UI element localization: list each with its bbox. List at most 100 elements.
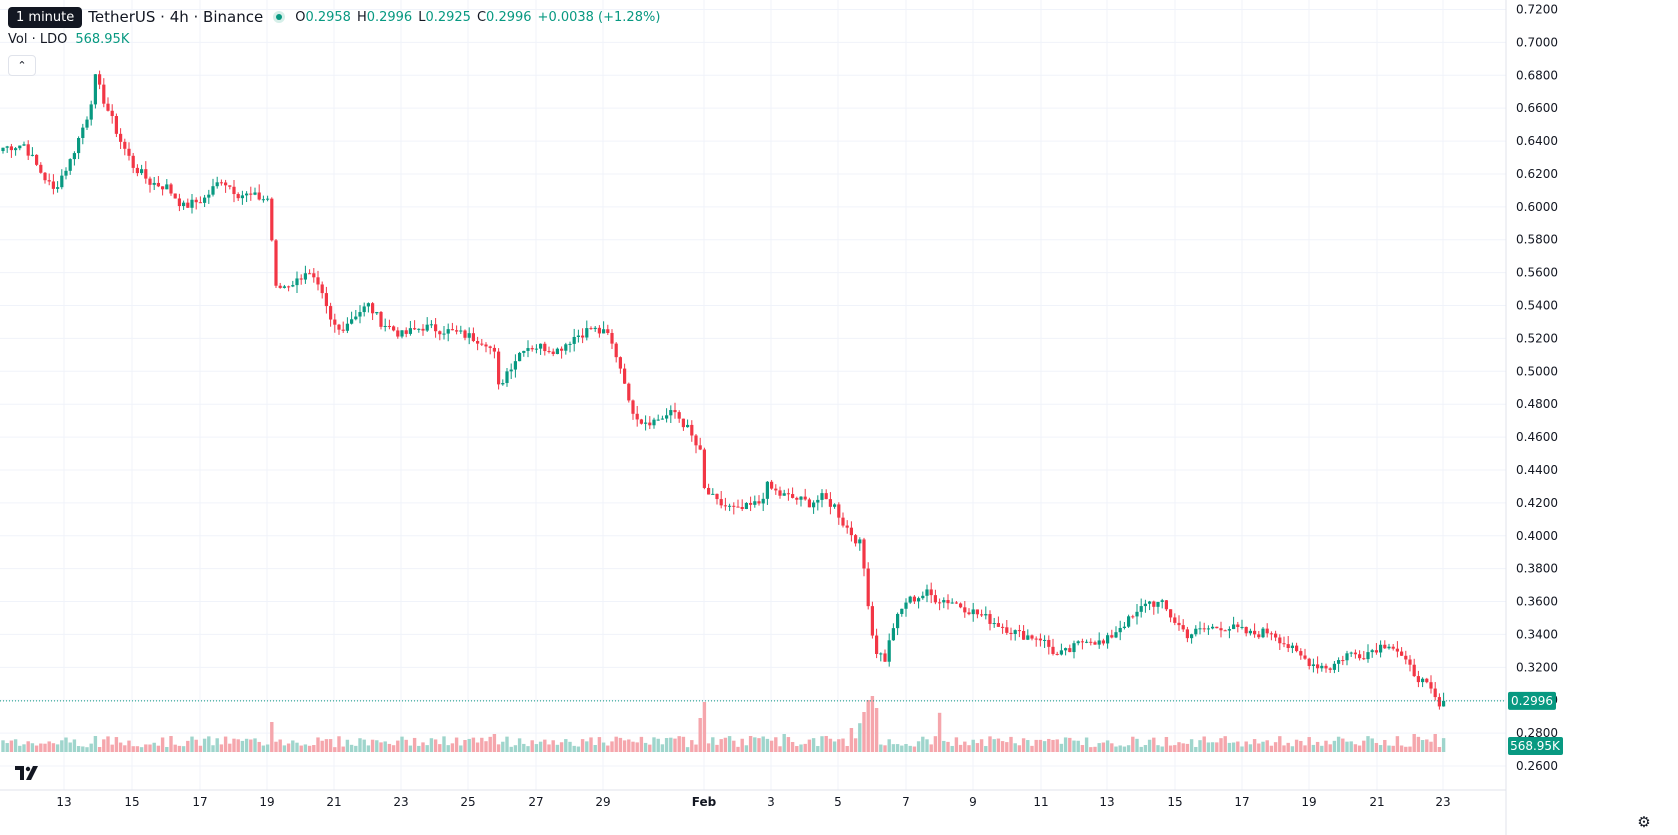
volume-bar [597, 737, 602, 752]
candle-body [732, 505, 736, 507]
candle-body [690, 424, 694, 436]
candle-body [1362, 658, 1366, 660]
candle-body [1299, 651, 1303, 656]
volume-bar [828, 738, 833, 752]
volume-bar [1223, 736, 1227, 752]
candle-body [387, 325, 391, 327]
candle-body [114, 116, 118, 134]
volume-bar [635, 742, 639, 752]
volume-bar [505, 736, 509, 752]
candle-body [1017, 630, 1021, 632]
candle-body [707, 487, 711, 495]
collapse-legend-button[interactable]: ⌃ [8, 55, 36, 76]
candle-body [320, 284, 324, 294]
candle-body [912, 596, 916, 602]
candle-body [211, 186, 215, 195]
volume-bar [64, 737, 68, 752]
tradingview-logo-icon[interactable] [14, 764, 46, 788]
candle-body [106, 103, 110, 111]
candle-body [891, 628, 895, 641]
candle-body [1164, 600, 1168, 610]
volume-bar [30, 743, 35, 752]
volume-bar [1307, 737, 1311, 752]
candle-body [350, 319, 354, 324]
candle-body [140, 169, 144, 174]
candle-body [967, 612, 971, 615]
volume-bar [383, 741, 387, 752]
symbol-title[interactable]: TetherUS · 4h · Binance [88, 8, 264, 26]
candle-body [1286, 644, 1290, 649]
candle-body [518, 352, 522, 362]
volume-label[interactable]: Vol · LDO [8, 32, 68, 47]
volume-bar [1341, 738, 1345, 752]
volume-bar [530, 740, 534, 752]
candle-body [240, 195, 244, 199]
candle-body [1156, 601, 1160, 607]
candle-body [303, 273, 307, 280]
candle-body [887, 640, 891, 662]
candle-body [921, 595, 925, 599]
candle-body [736, 506, 740, 508]
candle-body [1223, 630, 1227, 632]
price-axis[interactable]: 0.7200 0.7000 0.6800 0.6600 0.6400 0.6200 0.60… [1505, 0, 1563, 835]
candle-body [98, 74, 102, 85]
volume-bar [316, 737, 320, 752]
candle-body [1001, 626, 1005, 628]
candle-body [694, 435, 698, 446]
candle-body [551, 351, 555, 355]
volume-bar [1005, 742, 1009, 752]
candle-body [1059, 650, 1063, 655]
candle-body [1206, 628, 1210, 630]
volume-bar [72, 739, 77, 752]
volume-bar [1038, 739, 1043, 752]
volume-bar [76, 746, 81, 752]
volume-bar [463, 740, 467, 752]
volume-bar [484, 741, 488, 752]
volume-bar [1425, 739, 1429, 752]
candle-body [434, 324, 438, 332]
candle-body [669, 410, 673, 416]
market-status-icon[interactable] [273, 11, 286, 23]
candle-body [14, 148, 18, 151]
volume-bar [396, 740, 400, 752]
volume-bar [824, 736, 828, 752]
candle-body [757, 501, 761, 504]
volume-bar [631, 741, 635, 752]
candle-body [1408, 659, 1412, 665]
time-tick-label: 11 [1033, 795, 1048, 809]
volume-bar [291, 740, 295, 752]
candle-body [1198, 628, 1202, 630]
volume-bar [853, 738, 858, 752]
volume-bar [236, 739, 240, 752]
candle-body [1101, 640, 1105, 644]
candle-body [883, 653, 887, 662]
candle-body [438, 331, 442, 335]
candle-body [236, 194, 240, 199]
volume-bar [937, 712, 942, 752]
volume-bar [811, 738, 816, 752]
time-axis[interactable]: 13 15 17 19 21 23 25 27 29 Feb 3 5 7 9 11 13 15 17 19 21 23 [0, 789, 1506, 809]
candle-body [371, 303, 375, 314]
candle-body [753, 501, 757, 505]
volume-bar [736, 746, 740, 752]
volume-bar [1110, 743, 1114, 752]
volume-bar [526, 746, 530, 752]
gear-icon[interactable]: ⚙ [1637, 813, 1651, 831]
time-tick-label: 21 [326, 795, 341, 809]
candle-body [392, 326, 396, 331]
volume-bar [467, 738, 471, 752]
candle-body [904, 602, 908, 609]
candle-body [719, 499, 723, 506]
volume-bar [219, 744, 224, 752]
candle-body [1076, 641, 1080, 644]
candle-body [383, 325, 387, 327]
candle-body [396, 330, 400, 337]
candle-body [728, 505, 732, 507]
volume-bar [568, 741, 572, 752]
price-tick-label: 0.6800 [1516, 68, 1558, 82]
candle-body [1139, 606, 1143, 612]
volume-bar [622, 740, 627, 752]
volume-tag-label: 568.95K [1510, 739, 1561, 753]
candle-body [1265, 628, 1269, 634]
